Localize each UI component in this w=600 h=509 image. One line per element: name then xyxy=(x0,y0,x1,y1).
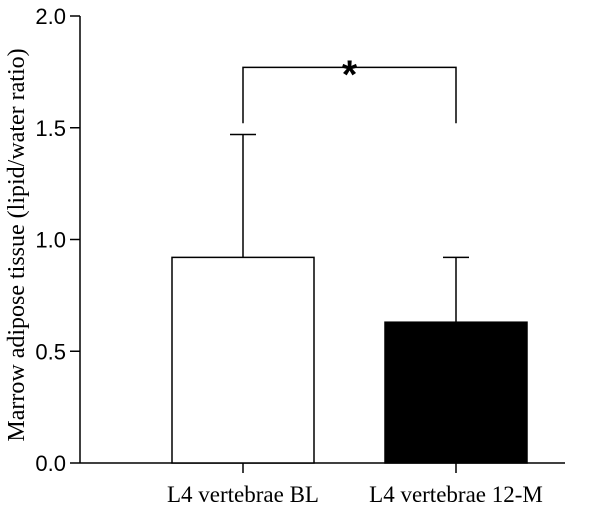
bars xyxy=(171,256,528,464)
significance-bracket xyxy=(242,66,457,124)
x-tick-label: L4 vertebrae BL xyxy=(167,482,319,507)
y-tick-label: 1.0 xyxy=(35,228,66,253)
x-axis: L4 vertebrae BL L4 vertebrae 12-M xyxy=(80,462,565,507)
significance-marker: * xyxy=(342,53,358,97)
bar xyxy=(171,256,315,464)
significance-annotation: * xyxy=(242,53,457,124)
y-tick-label: 0.5 xyxy=(35,339,66,364)
y-axis-title: Marrow adipose tissue (lipid/water ratio… xyxy=(4,48,30,441)
error-bars xyxy=(230,133,469,323)
x-tick-label: L4 vertebrae 12-M xyxy=(369,482,543,507)
y-axis: 0.0 0.5 1.0 1.5 2.0 xyxy=(35,4,81,476)
y-tick-label: 1.5 xyxy=(35,116,66,141)
y-tick-label: 0.0 xyxy=(35,451,66,476)
bar xyxy=(384,321,528,464)
y-tick-label: 2.0 xyxy=(35,4,66,29)
